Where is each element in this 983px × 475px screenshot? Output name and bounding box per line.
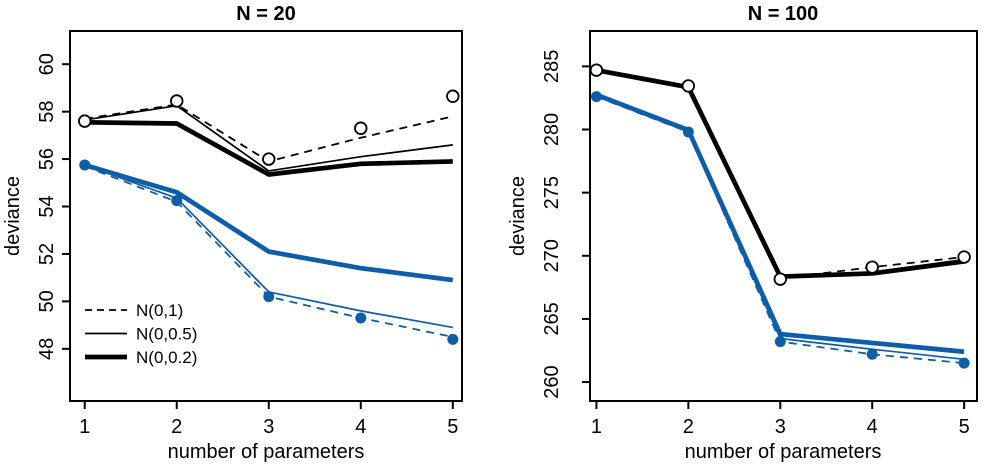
series-line-out-sample-N005-thin [596, 69, 965, 279]
x-tick-label: 3 [263, 416, 274, 438]
out-of-sample-point [354, 121, 368, 135]
out-of-sample-point [78, 114, 92, 128]
out-of-sample-point [773, 272, 787, 286]
y-tick-label: 50 [36, 290, 58, 312]
y-tick-label: 56 [36, 148, 58, 170]
series-line-out-sample-N005-thin [84, 104, 453, 172]
in-sample-point [866, 348, 878, 360]
in-sample-point [447, 333, 459, 345]
in-sample-point [355, 312, 367, 324]
in-sample-point [263, 291, 275, 303]
chart-title-n20: N = 20 [236, 3, 295, 25]
out-of-sample-point [681, 79, 696, 93]
x-tick-label: 1 [79, 416, 90, 438]
legend-label: N(0,1) [136, 301, 183, 320]
out-of-sample-point [262, 152, 276, 166]
y-tick-label: 275 [541, 176, 563, 209]
series-line-out-sample-N002-thick [84, 119, 453, 177]
x-tick-label: 2 [683, 416, 694, 438]
series-line-in-sample-N01-dashed [596, 95, 965, 365]
plot-border [69, 30, 463, 402]
in-sample-point [682, 126, 694, 138]
x-tick-label: 2 [171, 416, 182, 438]
legend-label: N(0,0.5) [136, 325, 197, 344]
in-sample-point [79, 159, 91, 171]
x-tick-label: 3 [775, 416, 786, 438]
y-tick-label: 270 [541, 239, 563, 272]
legend-label: N(0,0.2) [136, 348, 197, 367]
y-axis-label-n20: deviance [2, 176, 24, 256]
x-tick-label: 4 [867, 416, 878, 438]
x-tick-label: 5 [959, 416, 970, 438]
out-of-sample-point [446, 89, 460, 103]
y-axis-label-n100: deviance [507, 176, 529, 256]
y-tick-label: 48 [36, 338, 58, 360]
x-tick-label: 4 [355, 416, 366, 438]
out-of-sample-point [865, 260, 879, 274]
x-axis-label-n100: number of parameters [685, 441, 882, 463]
series-line-in-sample-N002-thick [595, 92, 965, 355]
y-tick-label: 54 [36, 195, 58, 217]
series-line-out-sample-N002-thick [596, 67, 965, 279]
in-sample-point [774, 336, 786, 348]
y-tick-label: 265 [541, 302, 563, 335]
y-tick-label: 285 [541, 50, 563, 83]
out-of-sample-point [170, 94, 184, 108]
out-of-sample-point [957, 250, 971, 264]
x-tick-label: 5 [447, 416, 458, 438]
plot-border [589, 30, 978, 402]
x-axis-label-n20: number of parameters [168, 441, 365, 463]
chart-title-n100: N = 100 [748, 3, 819, 25]
in-sample-point [590, 91, 602, 103]
out-of-sample-point [589, 63, 604, 77]
y-tick-label: 60 [36, 53, 58, 75]
y-tick-label: 280 [541, 113, 563, 146]
chart-n20: N = 20 number of parameters deviance 1 2 3… [2, 3, 463, 463]
x-tick-label: 1 [591, 416, 602, 438]
in-sample-point [958, 357, 970, 369]
y-tick-label: 260 [541, 365, 563, 398]
series-line-in-sample-N005-thin [596, 95, 965, 361]
y-tick-label: 52 [36, 243, 58, 265]
series-line-in-sample-N002-thick [84, 162, 454, 283]
series-line-out-sample-N01-dashed [596, 69, 965, 280]
y-tick-label: 58 [36, 101, 58, 123]
chart-n100: N = 100 number of parameters deviance 1 2… [507, 3, 978, 463]
in-sample-point [171, 195, 183, 207]
